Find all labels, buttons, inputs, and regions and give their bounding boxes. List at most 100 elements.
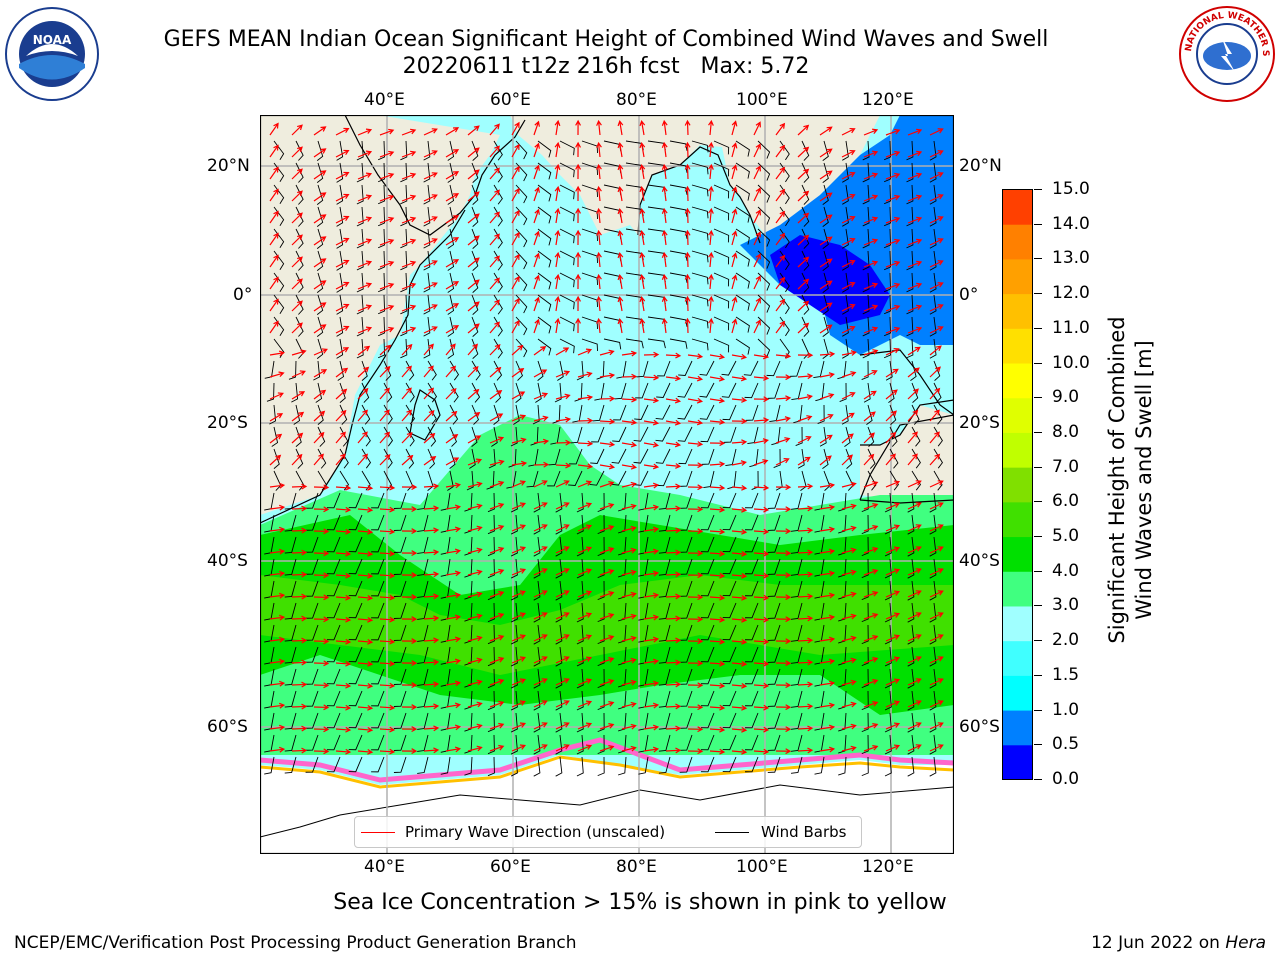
wave-direction-arrow <box>467 323 480 334</box>
wave-direction-arrow <box>379 282 395 290</box>
wave-direction-arrow <box>819 126 833 136</box>
wave-direction-arrow <box>335 704 352 711</box>
wind-barb <box>510 734 518 755</box>
wave-direction-arrow <box>643 680 660 687</box>
wave-direction-arrow <box>841 127 856 136</box>
wave-direction-arrow <box>511 319 520 334</box>
wind-barb <box>658 624 671 642</box>
wind-barb <box>393 580 407 597</box>
wind-barb <box>371 690 385 707</box>
wave-direction-arrow <box>357 528 374 535</box>
wave-direction-arrow <box>775 122 786 136</box>
colorbar-tick-label: 15.0 <box>1052 179 1090 199</box>
wind-barb <box>316 316 324 337</box>
wind-barb <box>617 646 627 666</box>
wave-direction-arrow <box>907 388 919 400</box>
wind-barb <box>555 668 563 689</box>
wind-barb <box>326 558 341 575</box>
wind-barb <box>326 492 341 509</box>
wave-direction-arrow <box>335 748 352 755</box>
wind-barb <box>722 536 737 553</box>
wind-barb <box>377 184 386 205</box>
wave-direction-arrow <box>708 141 714 158</box>
wind-barb <box>700 624 715 641</box>
wind-barb <box>617 492 627 512</box>
wave-direction-arrow <box>709 397 726 404</box>
wind-barb <box>907 756 915 777</box>
wind-barb <box>305 492 319 509</box>
wave-direction-arrow <box>907 722 922 730</box>
wave-direction-arrow <box>731 460 747 466</box>
wind-barb <box>383 448 393 469</box>
wave-direction-arrow <box>775 550 792 557</box>
wave-direction-arrow <box>687 682 704 689</box>
wave-direction-arrow <box>639 229 646 246</box>
colorbar-segment <box>1002 432 1033 468</box>
wind-barb <box>393 734 407 751</box>
wind-barb <box>305 624 319 641</box>
wave-direction-arrow <box>863 194 879 202</box>
wind-barb <box>767 646 781 663</box>
wave-direction-arrow <box>684 207 691 224</box>
wave-direction-arrow <box>269 482 286 489</box>
wave-direction-arrow <box>291 146 303 158</box>
colorbar-tick-label: 1.0 <box>1052 699 1080 720</box>
wave-direction-arrow <box>357 304 373 312</box>
wind-barb <box>906 250 914 271</box>
wind-barb <box>305 602 319 619</box>
wind-barb <box>400 272 408 293</box>
wave-direction-arrow <box>269 144 279 158</box>
wind-barb <box>861 756 869 777</box>
colorbar <box>1002 189 1033 780</box>
wind-barb <box>929 646 937 667</box>
wind-barb <box>400 162 408 183</box>
wave-direction-arrow <box>708 229 714 246</box>
wind-barb <box>929 228 937 249</box>
wave-direction-arrow <box>929 656 944 664</box>
wind-barb <box>555 514 563 535</box>
wave-direction-arrow <box>555 722 570 730</box>
wave-direction-arrow <box>731 164 738 180</box>
wave-direction-arrow <box>753 297 761 312</box>
wave-direction-arrow <box>819 482 836 489</box>
wind-barb <box>844 426 851 447</box>
wind-barb <box>779 272 790 293</box>
colorbar-tick-mark <box>1034 293 1042 295</box>
wave-direction-arrow <box>313 748 330 755</box>
wave-direction-arrow <box>684 185 691 202</box>
wind-barb <box>745 492 759 509</box>
lat-tick-right-60s: 60°S <box>959 717 1000 737</box>
wind-barb <box>906 162 914 183</box>
wind-barb <box>884 514 892 535</box>
wind-barb <box>576 536 584 557</box>
wind-barb <box>883 316 892 337</box>
wave-direction-arrow <box>639 207 646 224</box>
wind-barb <box>510 646 518 667</box>
wave-direction-arrow <box>775 232 786 246</box>
wind-barb <box>486 470 495 490</box>
wave-direction-arrow <box>684 317 691 334</box>
wind-barb <box>559 162 575 178</box>
wave-direction-arrow <box>687 572 704 579</box>
wave-direction-arrow <box>445 636 462 643</box>
wind-barb <box>889 404 897 425</box>
lon-tick-bottom-80e: 80°E <box>616 857 657 877</box>
wave-direction-arrow <box>379 194 395 202</box>
wind-barb <box>316 338 324 359</box>
wind-barb <box>929 756 937 777</box>
wind-barb <box>656 470 671 487</box>
wave-direction-arrow <box>335 281 350 290</box>
colorbar-tick-mark <box>1034 570 1042 572</box>
wave-direction-arrow <box>489 321 500 334</box>
wind-barb <box>767 690 781 707</box>
wave-direction-arrow <box>401 660 418 667</box>
wind-barb <box>907 492 915 513</box>
wind-barb <box>339 404 348 425</box>
wind-barb <box>713 316 730 331</box>
wave-direction-arrow <box>621 547 637 554</box>
wave-direction-arrow <box>335 409 347 422</box>
wave-direction-arrow <box>863 481 879 488</box>
wave-direction-arrow <box>599 635 615 642</box>
wind-barb <box>861 514 869 535</box>
colorbar-tick-mark <box>1034 258 1042 260</box>
